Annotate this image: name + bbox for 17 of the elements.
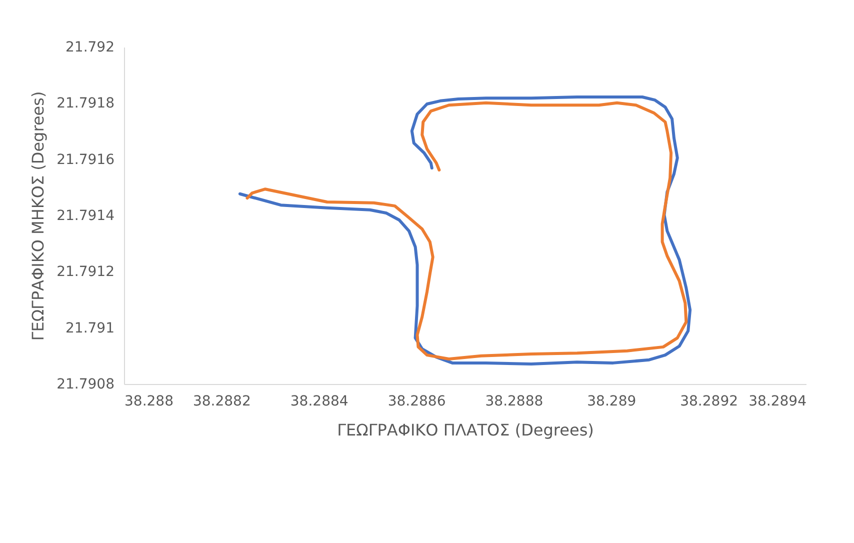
x-tick-label: 38.2884 xyxy=(290,394,348,410)
y-axis-title: ΓΕΩΓΡΑΦΙΚΟ ΜΗΚΟΣ (Degrees) xyxy=(28,91,48,341)
x-tick-label: 38.2888 xyxy=(485,394,544,410)
y-tick-label: 21.7914 xyxy=(56,208,115,224)
y-tick-label: 21.7918 xyxy=(56,96,114,112)
x-tick-label: 38.2894 xyxy=(748,394,807,410)
y-tick-label: 21.791 xyxy=(66,320,114,336)
x-tick-label: 38.288 xyxy=(124,394,174,410)
x-tick-label: 38.2886 xyxy=(388,394,446,410)
y-tick-label: 21.792 xyxy=(66,40,114,56)
x-axis-title: ΓΕΩΓΡΑΦΙΚΟ ΠΛΑΤΟΣ (Degrees) xyxy=(337,420,594,440)
y-tick-label: 21.7908 xyxy=(56,376,114,392)
y-tick-label: 21.7916 xyxy=(56,152,115,168)
x-tick-label: 38.2882 xyxy=(192,394,251,410)
y-tick-label: 21.7912 xyxy=(56,264,114,280)
x-tick-label: 38.289 xyxy=(587,394,636,410)
x-tick-label: 38.2892 xyxy=(680,394,738,410)
